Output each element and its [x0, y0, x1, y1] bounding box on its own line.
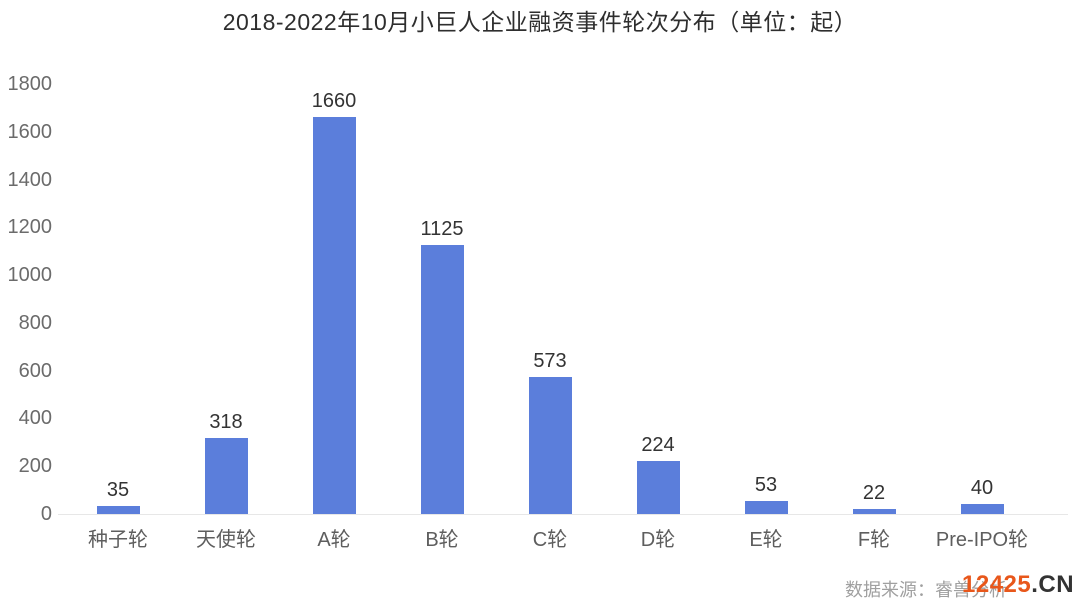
- chart-title: 2018-2022年10月小巨人企业融资事件轮次分布（单位：起）: [222, 9, 858, 35]
- bar-slot: 35: [64, 479, 172, 514]
- y-axis-tick-label: 200: [18, 455, 52, 478]
- y-axis-tick-label: 1600: [7, 120, 53, 143]
- x-axis-label: B轮: [425, 529, 459, 551]
- bar-value-label: 224: [641, 433, 675, 456]
- x-axis-labels: 种子轮 天使轮 A轮 B轮 C轮 D轮 E轮 F轮 Pre-IPO轮: [64, 527, 1036, 553]
- y-axis-tick-label: 1000: [7, 264, 53, 287]
- watermark-primary: 12425: [962, 571, 1032, 598]
- x-axis-label: Pre-IPO轮: [935, 529, 1029, 551]
- x-axis-label: 种子轮: [88, 529, 148, 551]
- bar: [852, 508, 896, 514]
- y-axis-tick-label: 400: [18, 407, 52, 430]
- bar-slot: 40: [928, 477, 1036, 514]
- bar-slot: 22: [820, 482, 928, 514]
- y-axis: 0 200 400 600 800 1000 1200 1400 1600 1800: [2, 73, 53, 525]
- bar-value-label: 1660: [311, 90, 357, 113]
- y-axis-tick-label: 1400: [7, 168, 53, 191]
- bar-slot: 318: [172, 411, 280, 514]
- bar-value-label: 35: [106, 478, 130, 501]
- bars-container: 35 318 1660 1125 573 224 53 22 40: [64, 84, 1036, 514]
- y-axis-tick-label: 1800: [7, 73, 53, 95]
- bar: [960, 504, 1004, 514]
- x-axis-label: D轮: [640, 529, 676, 551]
- watermark: 12425.CN: [962, 572, 1074, 598]
- y-axis-tick-label: 0: [40, 503, 52, 525]
- bar-value-label: 1125: [420, 218, 464, 241]
- bar: [528, 377, 572, 514]
- x-axis-label: E轮: [749, 529, 783, 551]
- bar-value-label: 318: [209, 411, 243, 434]
- bar: [204, 438, 248, 514]
- x-axis-label: 天使轮: [196, 529, 256, 551]
- bar-value-label: 40: [970, 477, 994, 500]
- bar: [744, 501, 788, 514]
- x-axis-label: A轮: [317, 529, 351, 551]
- x-axis-line: [58, 514, 1068, 515]
- watermark-suffix: .CN: [1031, 571, 1075, 598]
- bar-value-label: 53: [754, 474, 778, 497]
- bar-slot: 1125: [388, 218, 496, 514]
- bar-slot: 1660: [280, 90, 388, 514]
- bar-value-label: 573: [533, 350, 567, 373]
- x-axis-label: C轮: [532, 529, 568, 551]
- y-axis-tick-label: 800: [18, 311, 52, 334]
- bar-value-label: 22: [862, 481, 886, 504]
- plot-area: 35 318 1660 1125 573 224 53 22 40: [64, 84, 1036, 514]
- bar: [96, 505, 140, 514]
- bar-slot: 224: [604, 433, 712, 514]
- bar-slot: 53: [712, 474, 820, 514]
- y-axis-tick-label: 600: [18, 359, 52, 382]
- bar: [636, 460, 680, 514]
- y-axis-tick-label: 1200: [7, 216, 53, 239]
- bar: [420, 245, 464, 514]
- bar: [312, 117, 356, 514]
- data-source-text: 数据来源：睿兽分析: [845, 580, 1007, 600]
- bar-slot: 573: [496, 350, 604, 514]
- x-axis-label: F轮: [857, 529, 891, 551]
